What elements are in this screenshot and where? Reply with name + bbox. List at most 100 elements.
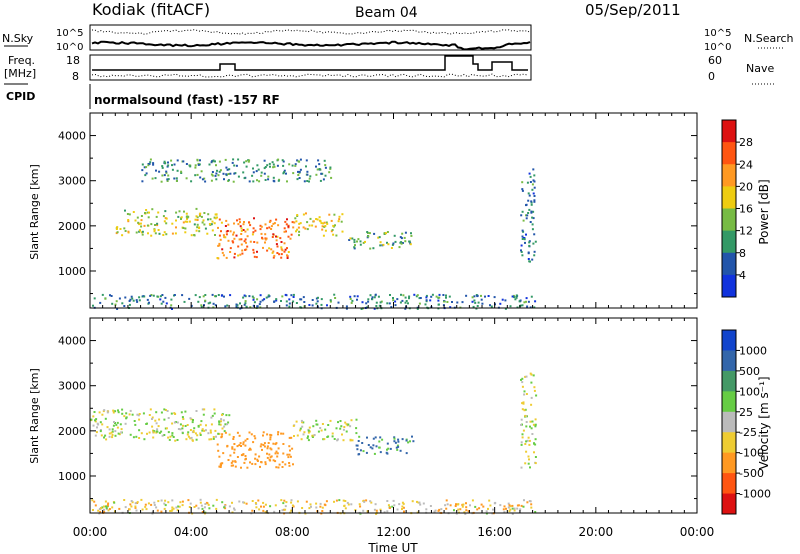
echo-cell [320, 172, 323, 175]
echo-cell [211, 174, 214, 177]
echo-cell [303, 431, 306, 434]
echo-cell [386, 442, 389, 445]
echo-cell [212, 436, 215, 438]
echo-cell [345, 423, 348, 426]
echo-cell [183, 210, 185, 213]
echo-cell [321, 228, 324, 231]
echo-cell [318, 168, 321, 170]
echo-cell [298, 170, 301, 173]
echo-cell [530, 506, 533, 509]
echo-cell [132, 211, 135, 213]
echo-cell [221, 427, 224, 430]
echo-cell [521, 402, 524, 405]
echo-cell [254, 502, 257, 504]
echo-cell [134, 506, 137, 509]
echo-cell [529, 175, 532, 178]
echo-cell [201, 429, 204, 432]
echo-cell [192, 431, 195, 433]
echo-cell [163, 160, 166, 163]
echo-cell [129, 298, 132, 301]
echo-cell [151, 425, 154, 428]
echo-cell [224, 423, 227, 426]
echo-cell [356, 298, 358, 301]
echo-cell [153, 230, 156, 233]
echo-cell [287, 251, 290, 253]
echo-cell [165, 302, 168, 305]
echo-cell [520, 466, 523, 469]
echo-cell [333, 213, 336, 216]
echo-cell [210, 179, 213, 182]
echo-cell [532, 168, 535, 171]
echo-cell [413, 293, 416, 296]
echo-cell [187, 499, 190, 502]
echo-cell [402, 506, 405, 509]
echo-cell [227, 179, 230, 182]
echo-cell [364, 240, 366, 243]
echo-cell [255, 256, 258, 259]
echo-cell [532, 374, 535, 377]
echo-cell [272, 233, 275, 236]
echo-cell [401, 501, 404, 504]
echo-cell [137, 414, 140, 417]
echo-cell [249, 306, 252, 309]
echo-cell [184, 410, 187, 413]
echo-cell [245, 457, 247, 460]
echo-cell [277, 158, 280, 161]
echo-cell [282, 502, 285, 505]
echo-cell [120, 428, 123, 431]
echo-cell [204, 180, 207, 183]
echo-cell [373, 452, 376, 455]
echo-cell [277, 433, 279, 436]
echo-cell [171, 164, 173, 167]
echo-cell [487, 507, 489, 510]
echo-cell [234, 172, 237, 175]
echo-cell [525, 217, 528, 220]
echo-cell [323, 503, 326, 506]
echo-cell [218, 160, 221, 163]
echo-cell [375, 445, 378, 448]
echo-cell [315, 173, 318, 176]
echo-cell [189, 429, 192, 431]
echo-cell [339, 420, 342, 422]
echo-cell [252, 227, 255, 230]
echo-cell [231, 460, 234, 463]
echo-cell [511, 504, 514, 507]
echo-cell [284, 505, 287, 508]
echo-cell [233, 507, 235, 510]
echo-cell [504, 307, 507, 310]
echo-cell [252, 304, 255, 307]
echo-cell [407, 302, 409, 305]
echo-cell [124, 422, 127, 425]
echo-cell [285, 501, 288, 504]
echo-cell [403, 236, 406, 239]
echo-cell [397, 445, 400, 448]
echo-cell [325, 221, 328, 224]
echo-cell [272, 222, 275, 225]
echo-cell [371, 296, 374, 299]
echo-cell [508, 510, 511, 513]
echo-cell [252, 231, 255, 234]
echo-cell [521, 436, 524, 439]
echo-cell [297, 160, 300, 163]
echo-cell [144, 174, 147, 177]
echo-cell [445, 507, 448, 510]
echo-cell [255, 170, 258, 173]
echo-cell [367, 444, 370, 446]
echo-cell [229, 294, 232, 297]
colorbar-tick-label: 500 [739, 365, 760, 378]
echo-cell [228, 168, 231, 171]
echo-cell [350, 419, 353, 422]
echo-cell [349, 297, 352, 300]
echo-cell [317, 296, 319, 299]
echo-cell [263, 159, 266, 162]
echo-cell [437, 303, 440, 306]
echo-cell [330, 176, 333, 179]
echo-cell [393, 440, 396, 443]
echo-cell [298, 234, 300, 237]
echo-cell [330, 219, 333, 222]
echo-cell [128, 303, 131, 306]
echo-cell [534, 438, 537, 441]
echo-cell [248, 159, 251, 162]
echo-cell [272, 459, 275, 462]
echo-cell [379, 244, 382, 247]
